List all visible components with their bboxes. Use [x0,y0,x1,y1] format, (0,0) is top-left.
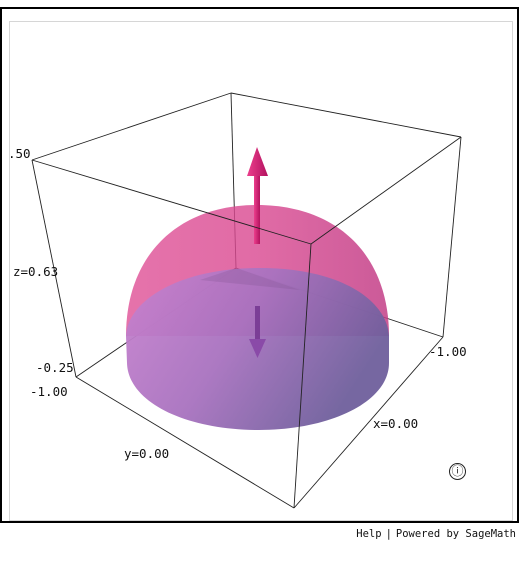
help-link[interactable]: Help [356,528,382,540]
z-axis-max-label: .50 [8,146,31,161]
y-axis-mid-label: y=0.00 [124,446,169,461]
footer-links: Help | Powered by SageMath [356,528,516,540]
y-axis-min-label: -1.00 [30,384,68,399]
arrow-down-icon [249,306,266,358]
powered-by-sagemath-link[interactable]: Powered by SageMath [395,528,516,540]
footer-separator: | [385,528,392,540]
hemisphere-inner-shadow [200,268,300,290]
plot-canvas-border [9,21,513,521]
z-axis-min-label: -0.25 [36,360,74,375]
info-icon[interactable]: ⓘ [449,463,466,480]
x-axis-min-label: -1.00 [429,344,467,359]
3d-plot-canvas[interactable]: .50 z=0.63 -0.25 -1.00 y=0.00 -1.00 x=0.… [0,0,522,525]
z-axis-mid-label: z=0.63 [13,264,58,279]
bounding-box-front [31,136,462,509]
arrow-up-icon [247,147,268,244]
x-axis-mid-label: x=0.00 [373,416,418,431]
